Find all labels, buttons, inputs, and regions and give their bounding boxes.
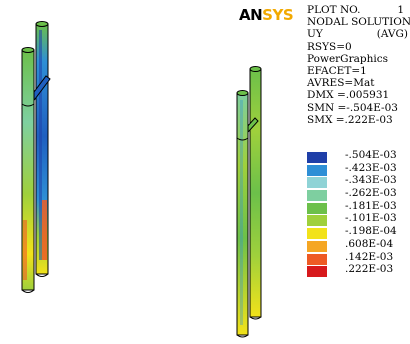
legend-color-swatch — [307, 202, 327, 214]
contour-legend: -.504E-03 -.423E-03 -.343E-03 -.262E-03 -.18… — [307, 149, 410, 278]
legend-item: -.262E-03 — [307, 187, 410, 202]
legend-item: -.181E-03 — [307, 199, 410, 214]
ansys-logo: ANSYS — [239, 6, 301, 24]
legend-color-swatch — [307, 253, 327, 265]
legend-color-swatch — [307, 266, 327, 278]
plot-label: PLOT NO. — [307, 4, 361, 16]
averaging-label: (AVG) — [376, 28, 408, 41]
legend-item: -.423E-03 — [307, 161, 410, 176]
smn-label: SMN =-.504E-03 — [307, 101, 398, 114]
legend-value-label: -.343E-03 — [345, 174, 397, 187]
logo-text-sys: SYS — [262, 6, 294, 24]
legend-color-swatch — [307, 228, 327, 240]
legend-color-swatch — [307, 164, 327, 176]
legend-item: .142E-03 — [307, 250, 410, 265]
legend-item: .608E-04 — [307, 237, 410, 252]
legend-color-swatch — [307, 152, 327, 163]
legend-value-label: .142E-03 — [345, 250, 394, 263]
legend-item: .222E-03 — [307, 263, 410, 278]
logo-text-an: AN — [239, 6, 263, 24]
smx-label: SMX =.222E-03 — [307, 113, 393, 126]
legend-item: -.101E-03 — [307, 212, 410, 227]
avres-label: AVRES=Mat — [307, 77, 375, 90]
graphics-mode-label: PowerGraphics — [307, 52, 388, 65]
legend-color-swatch — [307, 190, 327, 202]
plot-number: 1 — [397, 4, 404, 16]
plot-number-row: PLOT NO. 1 — [307, 4, 410, 16]
legend-value-label: .222E-03 — [345, 263, 394, 276]
legend-item: -.343E-03 — [307, 174, 410, 189]
legend-item: -.504E-03 — [307, 149, 410, 163]
legend-value-label: -.198E-04 — [345, 225, 397, 238]
left-tube-model — [21, 21, 51, 293]
solution-type: NODAL SOLUTION — [307, 16, 410, 29]
dmx-label: DMX =.005931 — [307, 89, 390, 102]
legend-color-swatch — [307, 240, 327, 252]
right-tube-model — [236, 66, 262, 338]
legend-color-swatch — [307, 177, 327, 189]
plot-info-panel: PLOT NO. 1 NODAL SOLUTION UY (AVG) RSYS=… — [307, 4, 410, 126]
legend-value-label: -.504E-03 — [345, 149, 397, 161]
legend-color-swatch — [307, 215, 327, 227]
variable-row: UY (AVG) — [307, 28, 410, 40]
variable-label: UY — [307, 28, 323, 41]
legend-value-label: -.262E-03 — [345, 187, 397, 200]
rsys-label: RSYS=0 — [307, 40, 352, 53]
efacet-label: EFACET=1 — [307, 64, 367, 77]
legend-value-label: -.101E-03 — [345, 212, 397, 225]
legend-item: -.198E-04 — [307, 225, 410, 240]
legend-value-label: -.423E-03 — [345, 161, 397, 174]
legend-value-label: .608E-04 — [345, 237, 394, 250]
legend-value-label: -.181E-03 — [345, 199, 397, 212]
